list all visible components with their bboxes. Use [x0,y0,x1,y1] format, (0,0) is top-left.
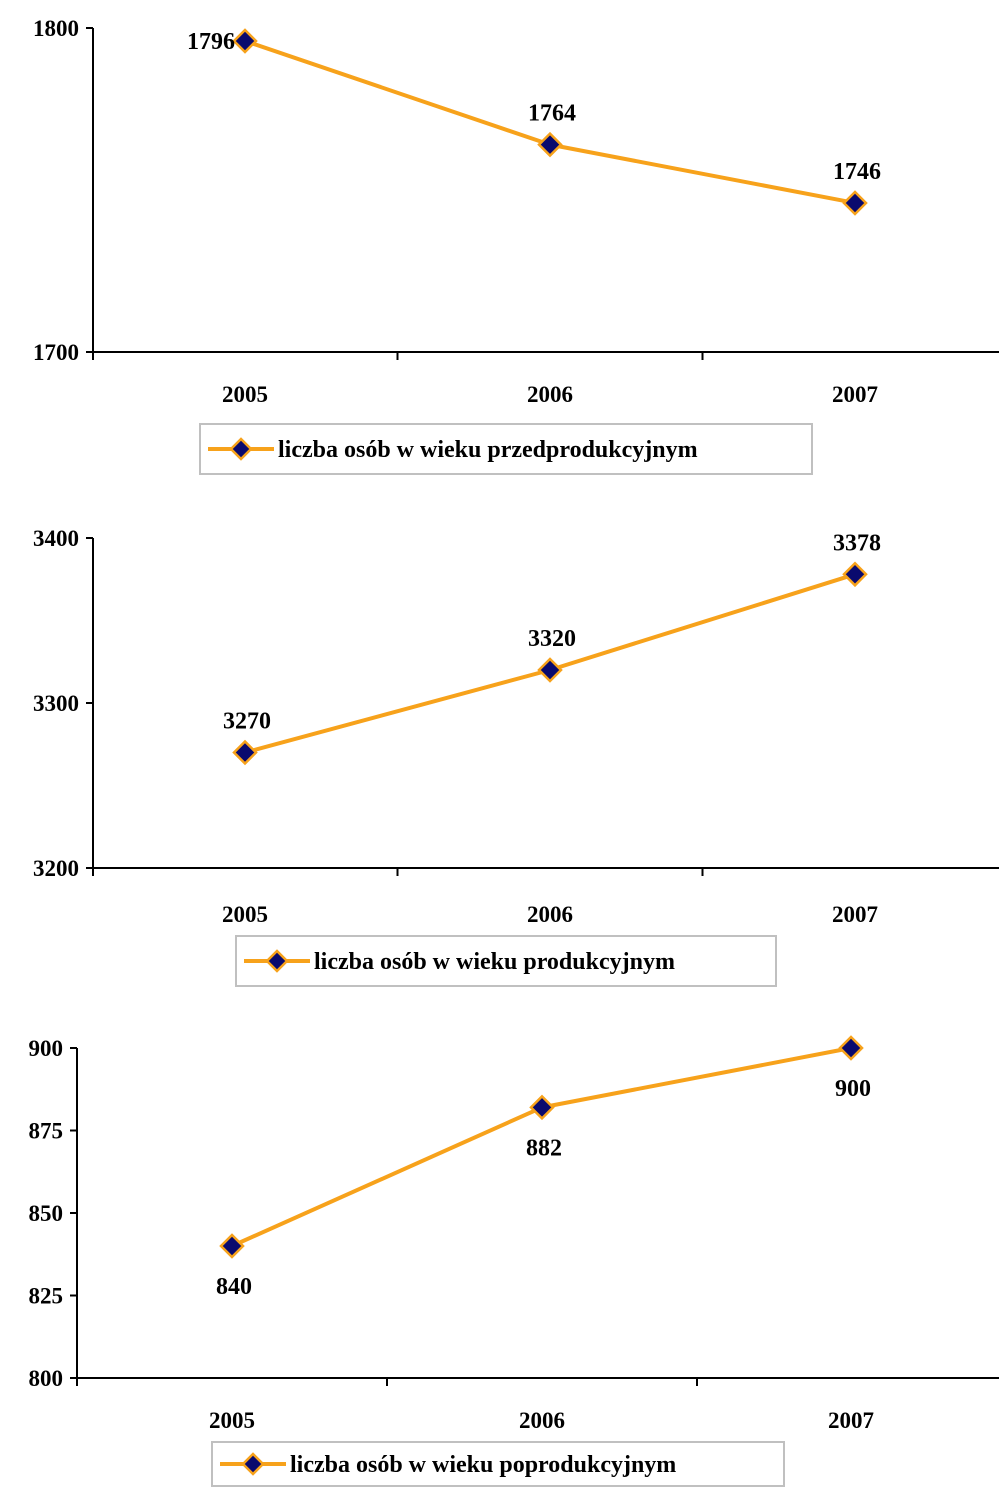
legend-label: liczba osób w wieku poprodukcyjnym [290,1452,676,1478]
data-label: 1764 [528,101,576,127]
y-tick-label: 900 [29,1036,64,1061]
y-tick-label: 1700 [33,340,79,365]
x-tick-label: 2007 [832,382,878,407]
data-point-marker [537,131,563,158]
y-tick-label: 800 [29,1366,64,1391]
x-tick-label: 2005 [209,1408,255,1433]
x-tick-label: 2005 [222,382,268,407]
x-tick-label: 2006 [527,902,573,927]
data-point-marker [838,1035,864,1061]
x-tick-label: 2007 [828,1408,874,1433]
x-tick-label: 2006 [527,382,573,407]
y-tick-label: 850 [29,1201,64,1226]
legend-label: liczba osób w wieku przedprodukcyjnym [278,437,698,463]
data-point-marker [537,657,563,683]
data-label: 900 [835,1076,871,1102]
data-label: 3378 [833,530,881,556]
y-tick-label: 3400 [33,526,79,551]
legend-box [199,423,813,475]
chart-1: 1700 1800 2005 2006 2007 1796 1764 1746 liczba o… [33,16,999,475]
legend: liczba osób w wieku przedprodukcyjnym [199,423,813,475]
legend-marker-swatch [265,949,289,973]
legend-box [235,935,777,987]
chart-2: 3200 3300 3400 2005 2006 2007 3270 3320 3378 licz… [33,526,999,987]
legend: liczba osób w wieku produkcyjnym [235,935,777,987]
y-tick-label: 3200 [33,856,79,881]
data-point-marker [842,561,868,588]
y-tick-label: 875 [29,1119,64,1144]
data-label: 3320 [528,626,576,652]
data-label: 840 [216,1274,252,1300]
data-label: 882 [526,1135,562,1161]
data-label: 1746 [833,159,881,185]
y-tick-label: 3300 [33,691,79,716]
legend-marker-swatch [241,1452,265,1476]
x-tick-label: 2005 [222,902,268,927]
x-tick-label: 2006 [519,1408,565,1433]
data-label: 1796 [187,29,235,55]
data-label: 3270 [223,709,271,735]
legend: liczba osób w wieku poprodukcyjnym [211,1441,785,1487]
data-point-marker [529,1094,555,1121]
chart-3: 800 825 850 875 900 2005 2006 2007 840 882 900 licz… [29,1035,999,1487]
legend-marker-swatch [229,437,253,461]
data-point-marker [842,190,868,216]
data-point-marker [232,739,258,766]
x-tick-label: 2007 [832,902,878,927]
data-point-marker [232,28,258,54]
y-tick-label: 825 [29,1284,64,1309]
data-point-marker [219,1233,245,1259]
y-tick-label: 1800 [33,16,79,41]
legend-label: liczba osób w wieku produkcyjnym [314,949,675,975]
legend-box [211,1441,785,1487]
